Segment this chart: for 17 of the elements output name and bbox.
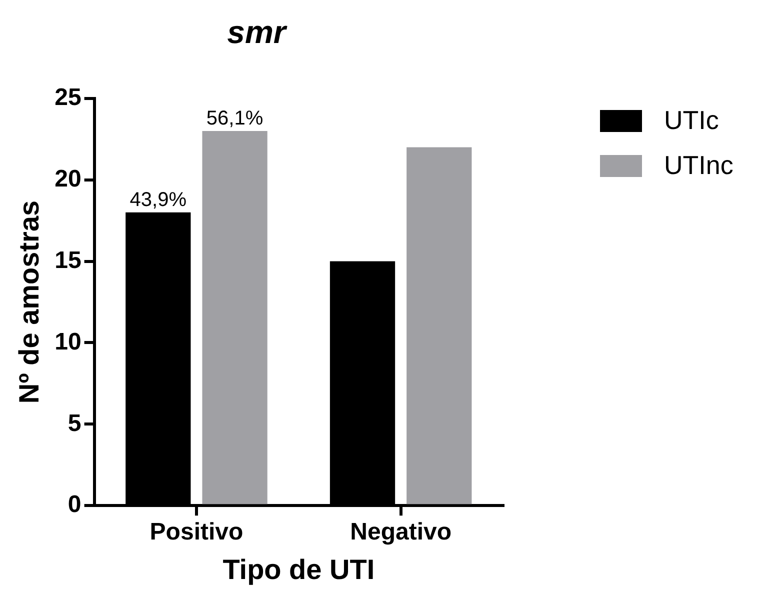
bar bbox=[202, 130, 268, 504]
legend-label: UTIc bbox=[664, 105, 719, 136]
x-tick-label: Positivo bbox=[150, 518, 244, 546]
chart-title: smr bbox=[227, 14, 288, 50]
y-tick-label: 15 bbox=[54, 246, 82, 274]
y-tick-label: 5 bbox=[68, 410, 82, 437]
annotation: 56,1% bbox=[206, 107, 264, 130]
y-tick-label: 25 bbox=[54, 84, 82, 112]
bar bbox=[406, 147, 472, 504]
x-axis-title: Tipo de UTI bbox=[222, 554, 375, 585]
y-axis-title: Nº de amostras bbox=[14, 200, 45, 404]
annotation: 43,9% bbox=[130, 188, 187, 211]
y-tick-label: 20 bbox=[54, 165, 82, 192]
legend-label: UTInc bbox=[664, 150, 734, 181]
y-tick-label: 0 bbox=[68, 491, 82, 518]
x-tick-label: Negativo bbox=[350, 518, 452, 546]
y-tick-label: 10 bbox=[54, 328, 82, 356]
